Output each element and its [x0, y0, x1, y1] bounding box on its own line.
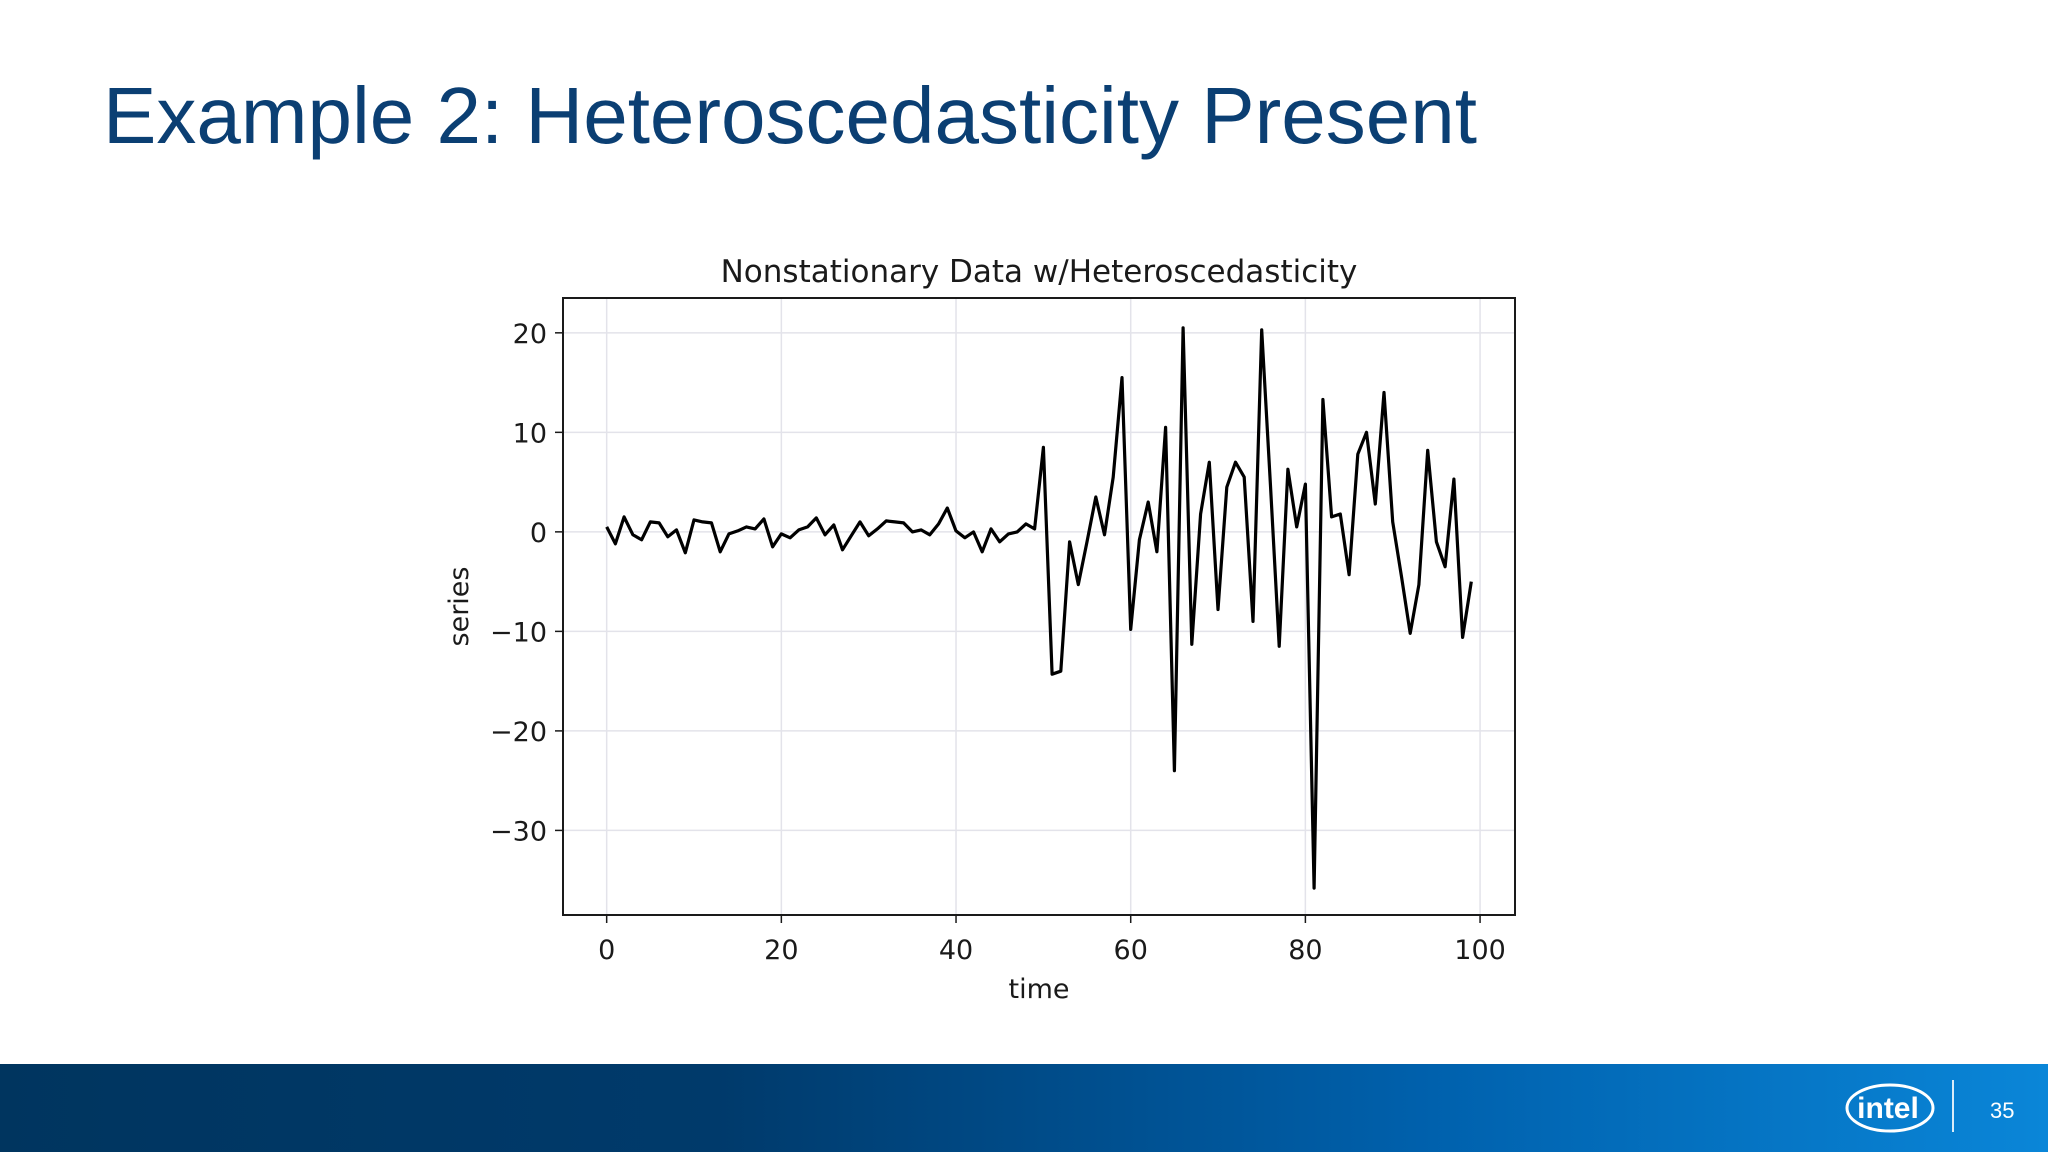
- x-tick-label: 20: [764, 935, 798, 966]
- intel-logo-text: intel: [1857, 1092, 1919, 1125]
- page-number: 35: [1990, 1098, 2015, 1123]
- x-tick-label: 100: [1454, 935, 1506, 966]
- y-tick-label: −30: [490, 816, 547, 847]
- x-tick-label: 40: [939, 935, 973, 966]
- y-tick-label: 0: [530, 518, 547, 549]
- footer-divider: [1952, 1080, 1954, 1132]
- y-tick-label: 20: [513, 319, 547, 350]
- y-tick-label: 10: [513, 418, 547, 449]
- slide-title: Example 2: Heteroscedasticity Present: [103, 71, 1477, 160]
- y-axis-label: series: [444, 567, 475, 647]
- intel-logo: intel: [1845, 1083, 1935, 1133]
- plot-frame: [562, 297, 1516, 916]
- chart-grid: [563, 298, 1515, 915]
- x-tick-label: 60: [1114, 935, 1148, 966]
- x-tick-label: 0: [598, 935, 615, 966]
- chart-title: Nonstationary Data w/Heteroscedasticity: [721, 254, 1358, 290]
- footer-bar: [0, 1064, 2048, 1152]
- x-axis-label: time: [1008, 974, 1069, 1005]
- y-tick-label: −10: [490, 617, 547, 648]
- series-line: [605, 326, 1473, 890]
- series-points: [607, 328, 1472, 888]
- x-tick-label: 80: [1288, 935, 1322, 966]
- y-tick-label: −20: [490, 717, 547, 748]
